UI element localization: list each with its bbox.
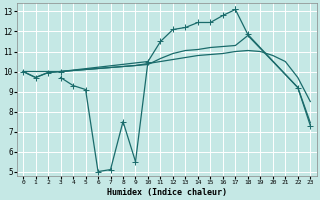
X-axis label: Humidex (Indice chaleur): Humidex (Indice chaleur)	[107, 188, 227, 197]
